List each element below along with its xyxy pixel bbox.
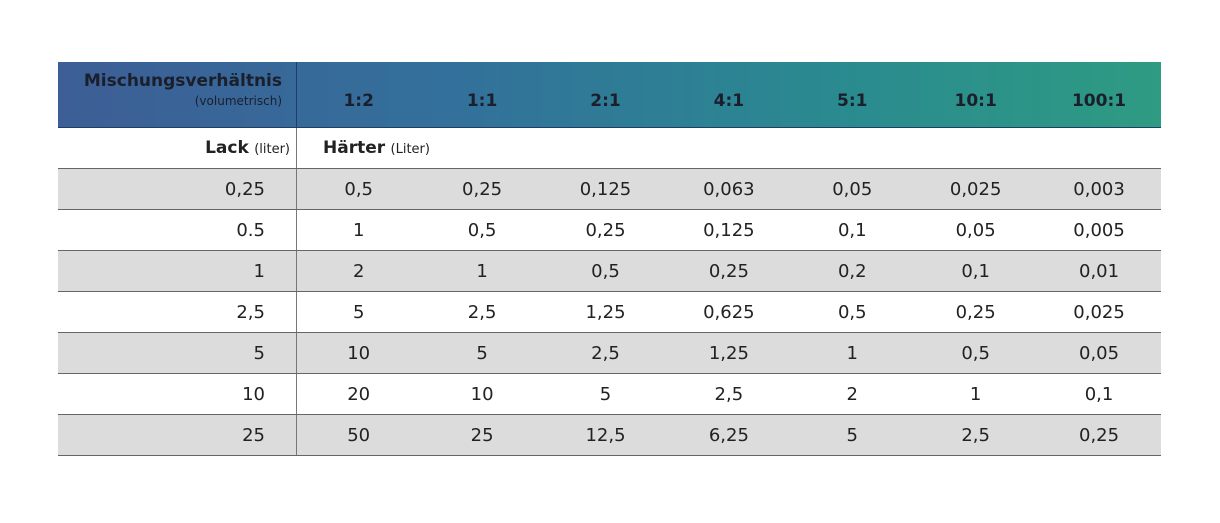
ratio-header: 1:2: [343, 90, 374, 111]
haerter-value-cell: 0,25: [585, 220, 626, 241]
haerter-value-cell: 2: [846, 384, 858, 405]
haerter-value-cell: 2: [352, 261, 365, 282]
lack-value-cell: 5: [58, 333, 297, 373]
ratio-header: 1:1: [466, 90, 498, 111]
haerter-value-cell: 0,5: [344, 179, 374, 200]
haerter-value-cell: 1,25: [708, 343, 749, 364]
mixing-ratio-table: Mischungsverhältnis (volumetrisch) 1:2 1…: [58, 62, 1161, 456]
lack-value-cell: 1: [58, 251, 297, 291]
ratio-header: 10:1: [954, 90, 997, 111]
haerter-value-cell: 0,025: [949, 179, 1002, 200]
haerter-value-cell: 0,25: [708, 261, 749, 282]
lack-value-cell: 2,5: [58, 292, 297, 332]
table-row: 0,25 0,5 0,25 0,125 0,063 0,05 0,025 0,003: [58, 169, 1161, 210]
lack-label: Lack: [205, 138, 249, 158]
table-header: Mischungsverhältnis (volumetrisch) 1:2 1…: [58, 62, 1161, 128]
haerter-value-cell: 2,5: [591, 343, 620, 364]
lack-value-cell: 10: [58, 374, 297, 414]
haerter-value-cell: 5: [352, 302, 365, 323]
haerter-value-cell: 2,5: [467, 302, 497, 323]
lack-unit: (liter): [254, 142, 290, 157]
header-title: Mischungsverhältnis: [83, 71, 282, 91]
haerter-value-cell: 1,25: [585, 302, 626, 323]
haerter-value-cell: 6,25: [708, 425, 749, 446]
header-subtitle: (volumetrisch): [194, 94, 282, 108]
haerter-value-cell: 0,25: [462, 179, 503, 200]
haerter-value-cell: 5: [846, 425, 858, 446]
ratio-header: 5:1: [837, 90, 868, 111]
haerter-value-cell: 50: [347, 425, 371, 446]
table-subheader: Lack (liter) Härter (Liter): [58, 128, 1161, 169]
table-row: 0.5 1 0,5 0,25 0,125 0,1 0,05 0,005: [58, 210, 1161, 251]
haerter-value-cell: 12,5: [585, 425, 626, 446]
haerter-value-cell: 1: [969, 384, 982, 405]
ratio-header: 2:1: [590, 90, 621, 111]
table-row: 2,5 5 2,5 1,25 0,625 0,5 0,25 0,025: [58, 292, 1161, 333]
haerter-value-cell: 0,125: [579, 179, 632, 200]
haerter-value-cell: 0,063: [703, 179, 755, 200]
haerter-value-cell: 0,5: [961, 343, 990, 364]
haerter-value-cell: 1: [352, 220, 365, 241]
haerter-value-cell: 0,05: [955, 220, 996, 241]
ratio-header: 100:1: [1071, 90, 1127, 111]
haerter-value-cell: 0,05: [1079, 343, 1120, 364]
haerter-value-cell: 0,1: [837, 220, 867, 241]
haerter-value-cell: 10: [470, 384, 494, 405]
haerter-value-cell: 5: [599, 384, 612, 405]
haerter-header: Härter (Liter): [297, 128, 430, 168]
haerter-value-cell: 0,1: [1084, 384, 1114, 405]
haerter-value-cell: 0,2: [837, 261, 867, 282]
haerter-label: Härter: [323, 138, 386, 158]
table-body: 0,25 0,5 0,25 0,125 0,063 0,05 0,025 0,003 0.5 1 0…: [58, 169, 1161, 456]
haerter-value-cell: 5: [476, 343, 488, 364]
haerter-value-cell: 0,01: [1079, 261, 1120, 282]
table-row: 10 20 10 5 2,5 2 1 0,1: [58, 374, 1161, 415]
haerter-value-cell: 1: [846, 343, 858, 364]
table-row: 5 10 5 2,5 1,25 1 0,5 0,05: [58, 333, 1161, 374]
haerter-value-cell: 20: [347, 384, 371, 405]
table-row: 25 50 25 12,5 6,25 5 2,5 0,25: [58, 415, 1161, 456]
haerter-value-cell: 0,625: [703, 302, 755, 323]
haerter-value-cell: 0,003: [1073, 179, 1125, 200]
haerter-value-cell: 0,5: [467, 220, 497, 241]
table-row: 1 2 1 0,5 0,25 0,2 0,1 0,01: [58, 251, 1161, 292]
haerter-value-cell: 25: [470, 425, 494, 446]
lack-value-cell: 0,25: [58, 169, 297, 209]
haerter-value-cell: 0,1: [961, 261, 990, 282]
haerter-value-cell: 0,005: [1073, 220, 1125, 241]
header-label-cell: Mischungsverhältnis (volumetrisch): [58, 62, 297, 127]
haerter-value-cell: 2,5: [714, 384, 744, 405]
haerter-value-cell: 0,125: [703, 220, 755, 241]
haerter-value-cell: 1: [476, 261, 488, 282]
lack-value-cell: 0.5: [58, 210, 297, 250]
haerter-value-cell: 0,5: [837, 302, 867, 323]
haerter-value-cell: 0,025: [1073, 302, 1125, 323]
haerter-value-cell: 0,5: [591, 261, 620, 282]
haerter-value-cell: 0,25: [955, 302, 996, 323]
ratio-header: 4:1: [713, 90, 745, 111]
haerter-value-cell: 10: [347, 343, 371, 364]
lack-header: Lack (liter): [58, 128, 297, 168]
lack-value-cell: 25: [58, 415, 297, 455]
haerter-value-cell: 0,25: [1079, 425, 1120, 446]
haerter-value-cell: 2,5: [961, 425, 990, 446]
haerter-unit: (Liter): [390, 142, 430, 157]
haerter-value-cell: 0,05: [832, 179, 873, 200]
